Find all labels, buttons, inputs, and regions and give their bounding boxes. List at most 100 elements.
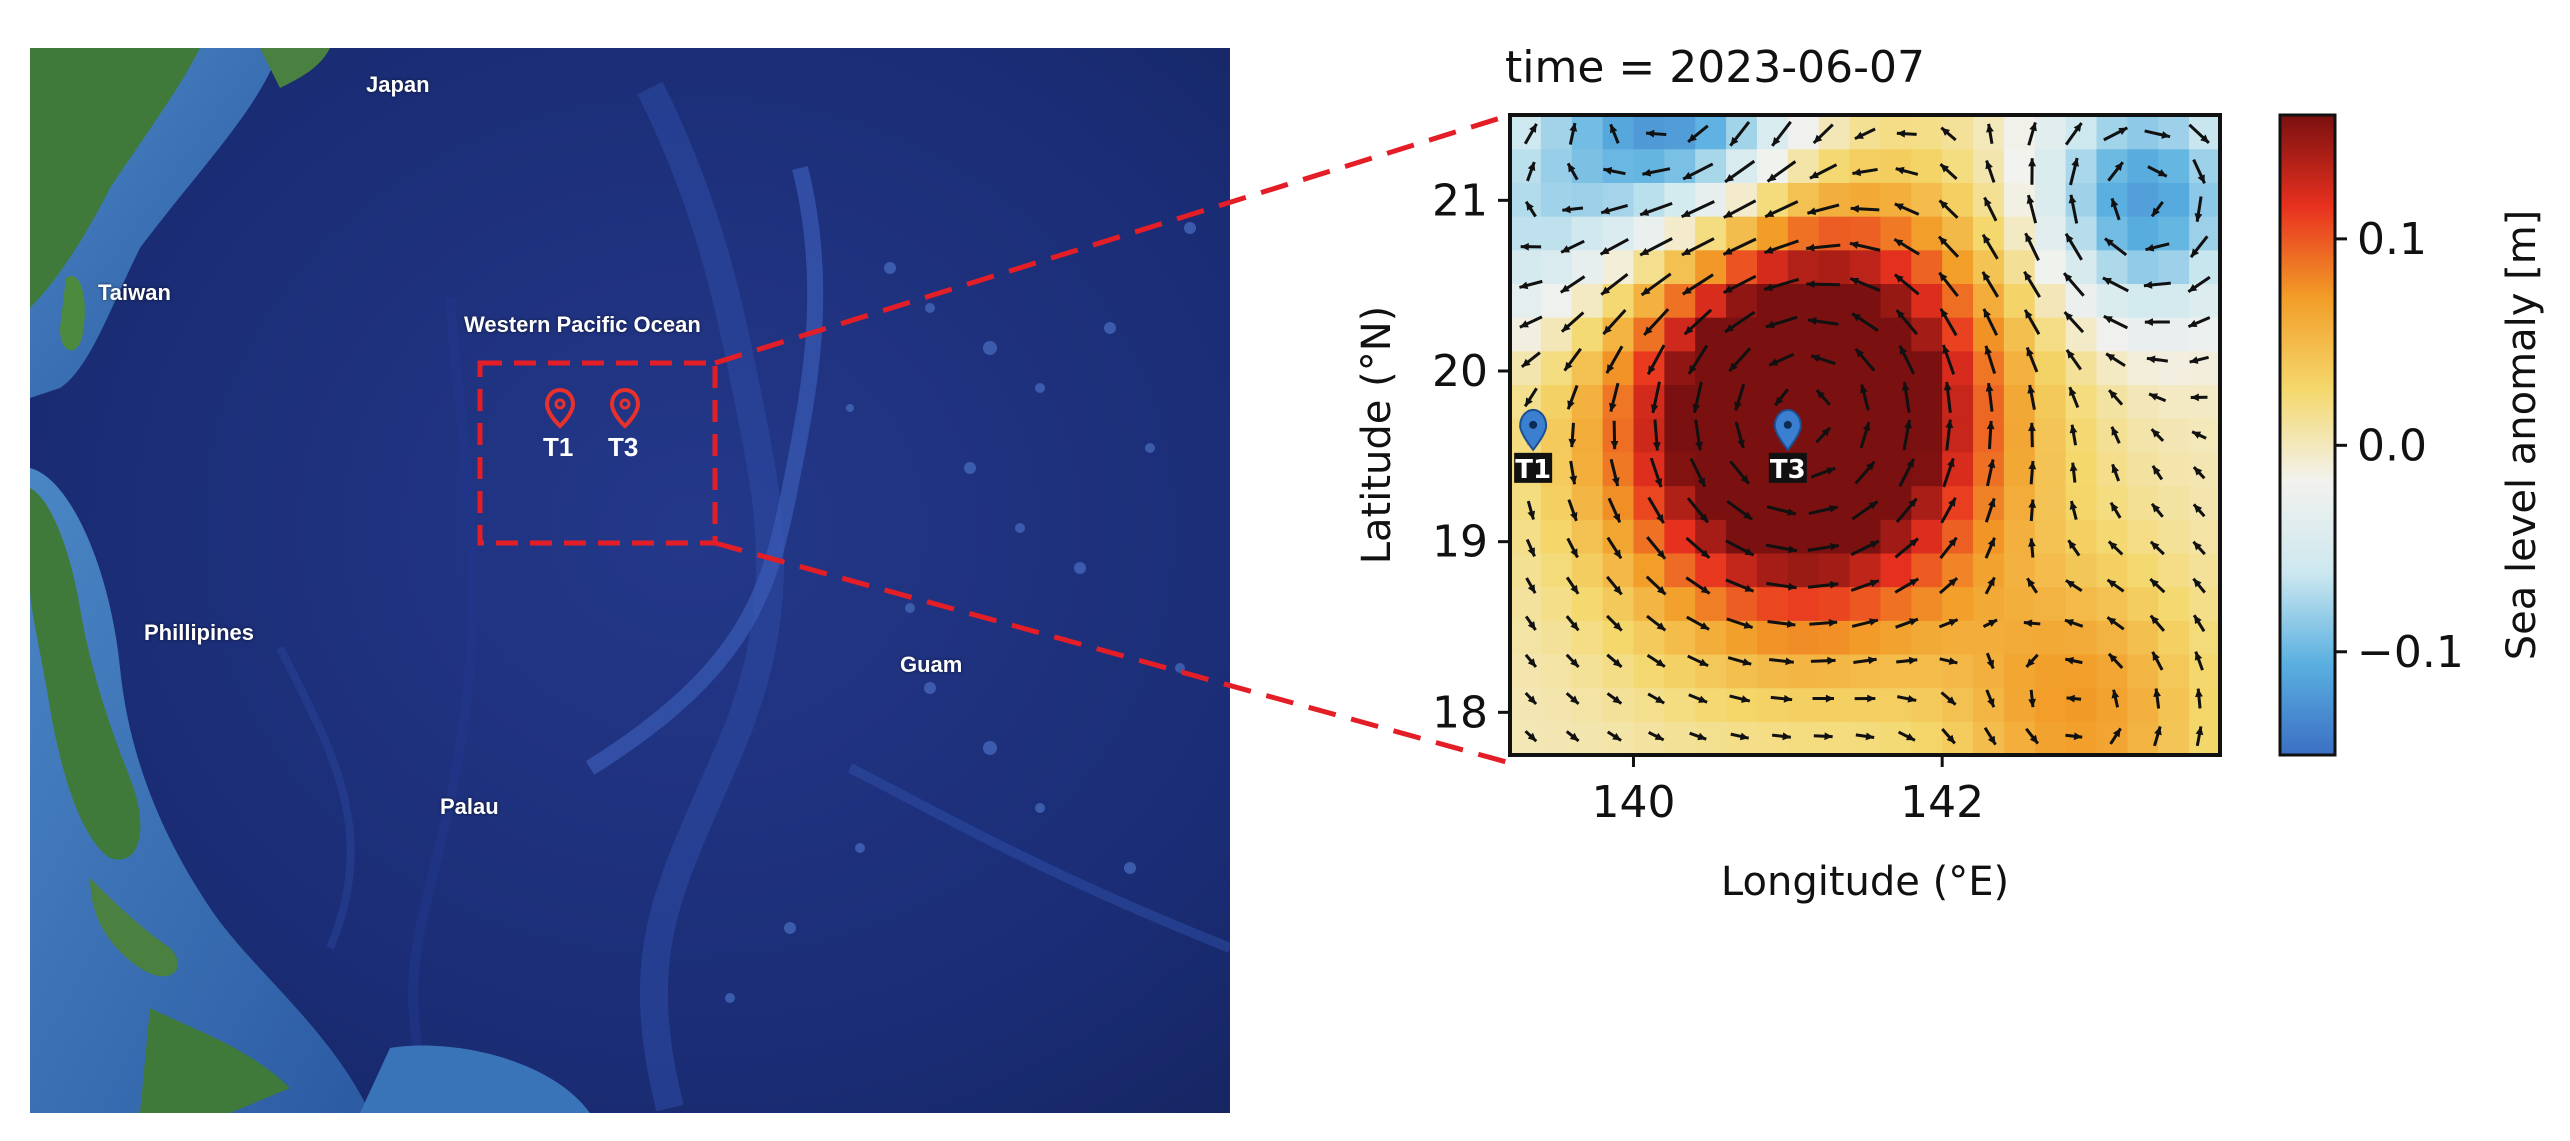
heatmap-cell — [1571, 653, 1604, 689]
current-arrowhead — [2108, 653, 2118, 663]
current-arrowhead — [2193, 504, 2203, 514]
heatmap-cell — [1571, 283, 1604, 318]
heatmap-cell — [1602, 653, 1635, 689]
heatmap-cell — [1973, 283, 2005, 318]
current-arrowhead — [1725, 173, 1734, 182]
current-arrowhead — [1859, 384, 1868, 394]
heatmap-cell — [1540, 653, 1573, 689]
station-t3: T3 — [1768, 408, 1807, 485]
heatmap-cell — [1880, 485, 1912, 520]
heatmap-cell — [2034, 620, 2067, 655]
current-arrowhead — [1908, 656, 1918, 665]
y-axis-label: Latitude (°N) — [1354, 306, 1400, 564]
heatmap-cell — [2003, 519, 2036, 554]
heatmap-cell — [1787, 721, 1820, 756]
current-arrowhead — [1527, 162, 1536, 171]
heatmap-cell — [1571, 317, 1604, 352]
current-arrowhead — [2189, 356, 2199, 364]
current-arrowhead — [1850, 204, 1859, 213]
current-arrowhead — [1862, 422, 1871, 432]
heatmap-cell — [1726, 317, 1758, 352]
current-arrowhead — [1943, 381, 1952, 391]
current-arrowhead — [2143, 281, 2153, 289]
current-arrowhead — [1783, 694, 1793, 703]
heatmap-cell — [1880, 350, 1912, 386]
heatmap-cell — [1973, 552, 2005, 588]
current-arrowhead — [2151, 429, 2161, 438]
heatmap-cell — [1787, 653, 1820, 689]
current-arrowhead — [1740, 475, 1749, 484]
heatmap-cell — [1540, 216, 1573, 251]
heatmap-cell — [2096, 687, 2128, 722]
x-tick-label: 142 — [1900, 777, 1984, 828]
current-arrowhead — [2102, 277, 2112, 286]
heatmap-cell — [1540, 519, 1573, 554]
heatmap-cell — [2034, 721, 2067, 756]
current-arrowhead — [1568, 438, 1577, 448]
current-arrowhead — [1681, 247, 1691, 255]
heatmap-cell — [2034, 216, 2067, 251]
heatmap-cell — [2034, 182, 2067, 217]
current-arrowhead — [1896, 309, 1905, 319]
heatmap-cell — [1911, 451, 1943, 487]
y-tick-label: 19 — [1432, 517, 1488, 568]
heatmap-cell — [1849, 586, 1882, 621]
current-arrowhead — [2107, 579, 2117, 588]
heatmap-cell — [2189, 552, 2221, 588]
heatmap-cell — [2158, 653, 2190, 689]
heatmap-cell — [1695, 182, 1727, 217]
heatmap-cell — [1787, 485, 1820, 520]
current-arrowhead — [2029, 122, 2037, 132]
current-arrowhead — [1612, 658, 1622, 667]
current-arrowhead — [1896, 129, 1906, 138]
heatmap-cell — [1726, 687, 1758, 722]
stations: T1 T3 — [1514, 408, 1807, 485]
heatmap-cell — [2189, 418, 2221, 453]
current-arrowhead — [1699, 658, 1709, 666]
heatmap-cell — [1540, 485, 1573, 520]
current-arrowhead — [1656, 514, 1664, 524]
current-arrowhead — [1568, 163, 1576, 173]
heatmap-cell — [2127, 620, 2159, 655]
current-arrowhead — [2065, 580, 2075, 589]
heatmap-cell — [1849, 687, 1882, 722]
heatmap-cell — [2096, 249, 2128, 285]
current-arrowhead — [1744, 584, 1754, 592]
current-arrowhead — [1730, 136, 1739, 146]
current-arrowhead — [1869, 579, 1879, 588]
current-arrowhead — [2146, 355, 2156, 364]
heatmap-cell — [2065, 586, 2098, 621]
heatmap-cell — [1571, 115, 1604, 150]
heatmap-cell — [2096, 317, 2128, 352]
current-arrowhead — [2028, 499, 2037, 508]
marker-t3-icon — [609, 387, 641, 429]
heatmap-cell — [1911, 384, 1943, 419]
current-arrowhead — [1765, 209, 1775, 217]
heatmap-cell — [1787, 519, 1820, 554]
heatmap-cell — [2034, 418, 2067, 453]
current-arrowhead — [1569, 123, 1578, 132]
current-arrowhead — [1816, 389, 1826, 399]
current-arrowhead — [1948, 578, 1958, 587]
current-arrowhead — [1830, 542, 1839, 551]
heatmap-cell — [1510, 552, 1542, 588]
current-arrowhead — [1827, 656, 1836, 665]
current-arrowhead — [1854, 131, 1864, 139]
current-arrowhead — [2071, 157, 2080, 167]
heatmap-cell — [1664, 216, 1696, 251]
current-arrowhead — [1987, 498, 1996, 508]
current-arrowhead — [1520, 242, 1529, 251]
current-arrowhead — [1564, 361, 1573, 371]
current-arrowhead — [1613, 549, 1622, 559]
current-arrowhead — [1561, 323, 1571, 332]
current-arrowhead — [1527, 584, 1536, 594]
heatmap-cell — [2158, 687, 2190, 722]
heatmap-cell — [2189, 653, 2221, 689]
heatmap-cell — [1942, 317, 1974, 352]
current-arrowhead — [1656, 550, 1666, 559]
current-arrowhead — [1809, 171, 1819, 179]
heatmap-cell — [1787, 586, 1820, 621]
place-label-japan: Japan — [366, 72, 430, 97]
heatmap-cell — [1818, 485, 1851, 520]
heatmap-cell — [1571, 249, 1604, 285]
